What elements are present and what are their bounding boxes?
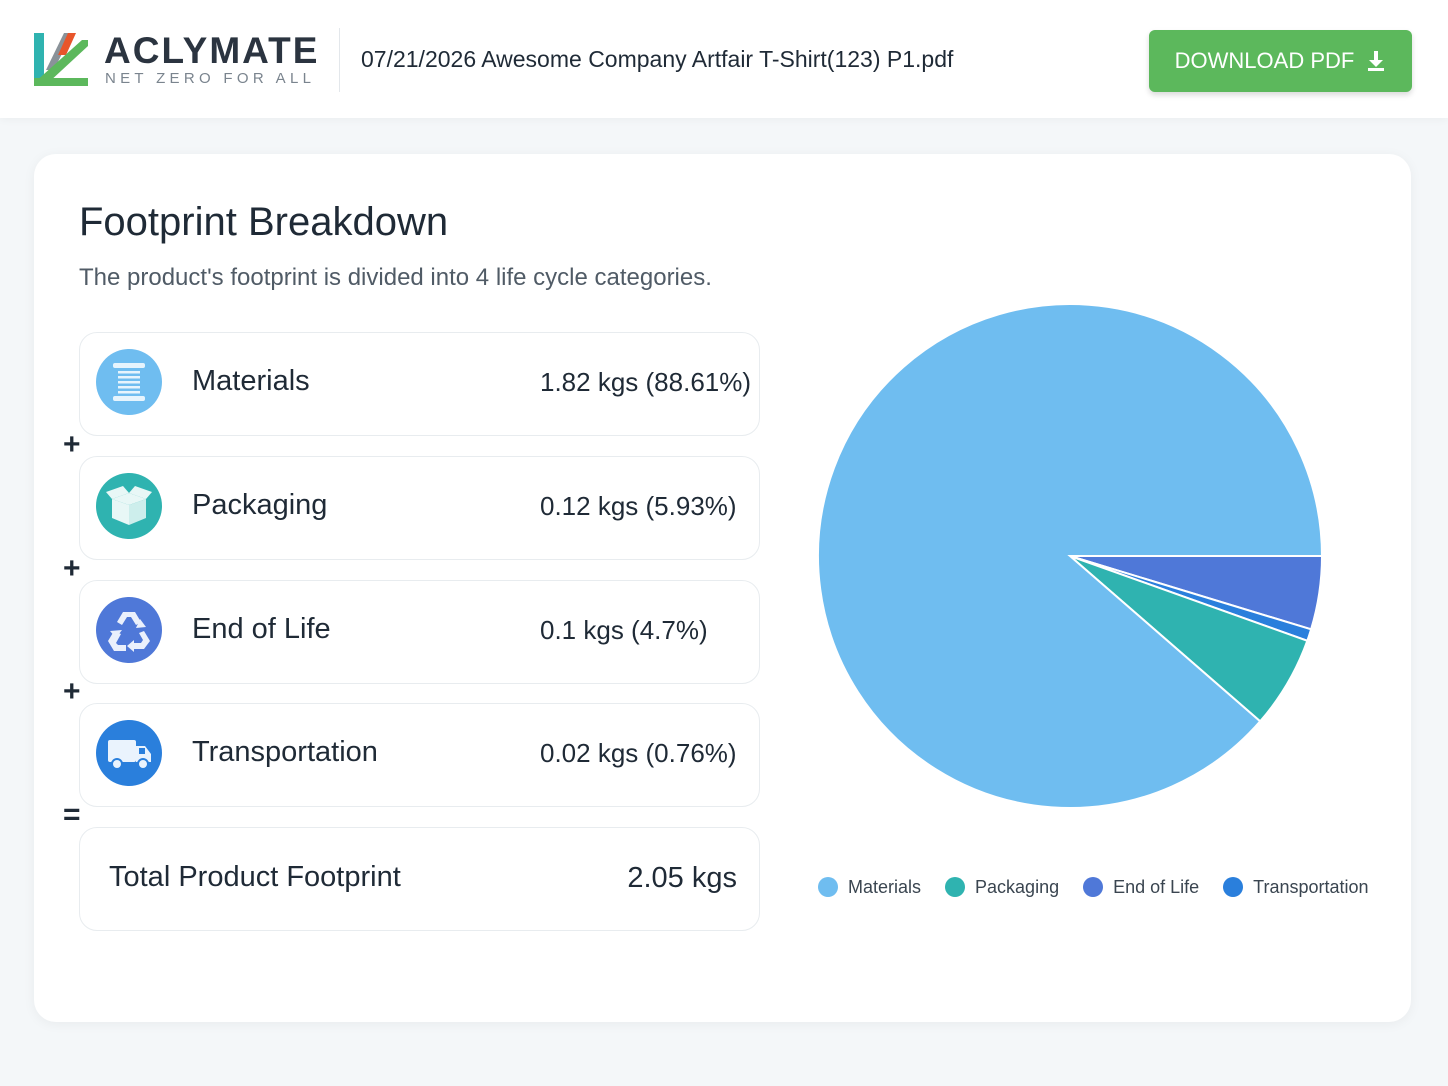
plus-operator: +	[63, 428, 81, 461]
download-pdf-label: DOWNLOAD PDF	[1174, 48, 1355, 73]
download-pdf-button[interactable]: DOWNLOAD PDF	[1149, 30, 1412, 92]
card-title: Footprint Breakdown	[79, 200, 449, 244]
pie-slice-materials[interactable]	[817, 303, 1324, 809]
file-name: 07/21/2026 Awesome Company Artfair T-Shi…	[361, 46, 954, 72]
thread-spool-icon	[96, 349, 162, 415]
category-row-end-of-life: End of Life 0.1 kgs (4.7%)	[79, 580, 760, 684]
aclymate-logo-icon	[34, 33, 88, 86]
category-value: 1.82 kgs (88.61%)	[540, 367, 752, 397]
card-subtitle: The product's footprint is divided into …	[79, 264, 712, 291]
equals-operator: =	[63, 798, 81, 831]
legend-dot	[1223, 877, 1244, 897]
header-bar: ACLYMATE NET ZERO FOR ALL 07/21/2026 Awe…	[0, 0, 1448, 118]
category-label: End of Life	[192, 613, 331, 645]
chart-legend: Materials Packaging End of Life Transpor…	[818, 872, 1388, 902]
legend-label: Materials	[848, 876, 922, 897]
truck-icon	[96, 720, 162, 786]
legend-item-packaging[interactable]: Packaging	[945, 877, 1059, 898]
legend-dot	[945, 877, 966, 897]
logo-name: ACLYMATE	[104, 30, 320, 71]
legend-item-materials[interactable]: Materials	[818, 877, 921, 898]
aclymate-logo[interactable]: ACLYMATE NET ZERO FOR ALL	[34, 30, 324, 90]
category-label: Materials	[192, 365, 310, 397]
total-value: 2.05 kgs	[627, 862, 737, 894]
legend-label: Packaging	[975, 876, 1060, 897]
total-footprint-row: Total Product Footprint 2.05 kgs	[79, 827, 760, 931]
category-value: 0.12 kgs (5.93%)	[540, 491, 737, 521]
plus-operator: +	[63, 675, 81, 708]
footprint-card: Footprint Breakdown The product's footpr…	[34, 154, 1411, 1022]
legend-item-transportation[interactable]: Transportation	[1223, 876, 1369, 898]
footprint-pie-chart	[817, 303, 1324, 809]
category-value: 0.02 kgs (0.76%)	[540, 738, 737, 768]
legend-label: Transportation	[1253, 876, 1369, 897]
plus-operator: +	[63, 552, 81, 585]
legend-dot	[818, 877, 838, 897]
category-label: Packaging	[192, 489, 328, 521]
category-row-packaging: Packaging 0.12 kgs (5.93%)	[79, 456, 760, 560]
category-label: Transportation	[192, 736, 378, 768]
recycle-icon	[96, 597, 162, 663]
download-icon	[1368, 51, 1385, 71]
category-value: 0.1 kgs (4.7%)	[540, 615, 708, 645]
category-row-materials: Materials 1.82 kgs (88.61%)	[79, 332, 760, 436]
open-box-icon	[96, 473, 162, 539]
total-label: Total Product Footprint	[109, 861, 401, 893]
header-divider	[339, 28, 340, 92]
logo-tagline: NET ZERO FOR ALL	[105, 70, 316, 87]
legend-label: End of Life	[1113, 876, 1200, 897]
category-row-transportation: Transportation 0.02 kgs (0.76%)	[79, 703, 760, 807]
legend-dot	[1083, 877, 1104, 897]
legend-item-end-of-life[interactable]: End of Life	[1083, 877, 1199, 898]
